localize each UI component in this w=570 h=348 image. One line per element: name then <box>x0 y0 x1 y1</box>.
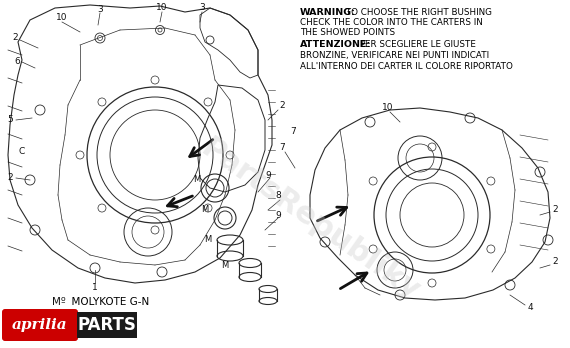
Text: 5: 5 <box>7 116 13 125</box>
Text: 1: 1 <box>92 284 98 293</box>
Text: WARNING:: WARNING: <box>300 8 356 17</box>
Text: 9: 9 <box>275 211 281 220</box>
Text: 10: 10 <box>56 14 68 23</box>
Text: C: C <box>19 148 25 157</box>
Text: 2: 2 <box>552 206 558 214</box>
Text: 9: 9 <box>265 171 271 180</box>
Text: PartsRepubliky: PartsRepubliky <box>195 134 425 307</box>
Text: 2: 2 <box>279 101 285 110</box>
Text: Mº: Mº <box>52 297 66 307</box>
Text: 3: 3 <box>97 6 103 15</box>
Text: PER SCEGLIERE LE GIUSTE: PER SCEGLIERE LE GIUSTE <box>357 40 476 49</box>
Text: M: M <box>201 206 209 214</box>
Text: ATTENZIONE:: ATTENZIONE: <box>300 40 371 49</box>
Text: M: M <box>221 261 229 269</box>
Text: 10: 10 <box>382 103 394 111</box>
Text: 8: 8 <box>275 191 281 200</box>
Text: TO CHOOSE THE RIGHT BUSHING: TO CHOOSE THE RIGHT BUSHING <box>343 8 492 17</box>
Text: PARTS: PARTS <box>78 316 136 334</box>
Text: 2: 2 <box>552 258 558 267</box>
Text: 2: 2 <box>7 174 13 182</box>
Text: 7: 7 <box>290 127 296 136</box>
Text: BRONZINE, VERIFICARE NEI PUNTI INDICATI: BRONZINE, VERIFICARE NEI PUNTI INDICATI <box>300 51 489 60</box>
Text: 4: 4 <box>527 303 533 313</box>
Text: 2: 2 <box>12 33 18 42</box>
Text: 6: 6 <box>14 57 20 66</box>
Text: CHECK THE COLOR INTO THE CARTERS IN: CHECK THE COLOR INTO THE CARTERS IN <box>300 18 483 27</box>
Text: 7: 7 <box>279 143 285 152</box>
Text: aprilia: aprilia <box>12 318 68 332</box>
Text: 3: 3 <box>199 3 205 13</box>
FancyBboxPatch shape <box>2 309 78 341</box>
Text: 10: 10 <box>156 3 168 13</box>
Text: THE SHOWED POINTS: THE SHOWED POINTS <box>300 28 395 37</box>
Text: M: M <box>193 175 201 184</box>
Text: ALL'INTERNO DEI CARTER IL COLORE RIPORTATO: ALL'INTERNO DEI CARTER IL COLORE RIPORTA… <box>300 62 513 71</box>
Bar <box>77 312 137 338</box>
Text: M: M <box>205 236 211 245</box>
Text: MOLYKOTE G-N: MOLYKOTE G-N <box>65 297 149 307</box>
